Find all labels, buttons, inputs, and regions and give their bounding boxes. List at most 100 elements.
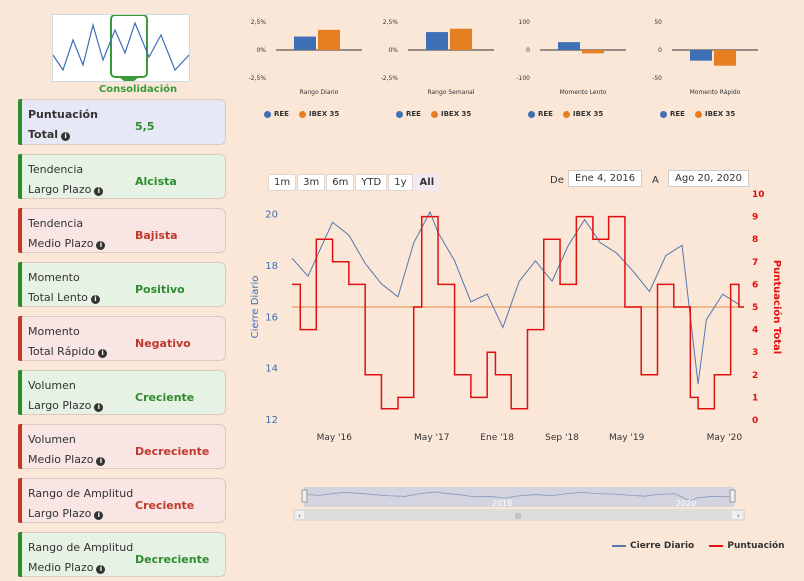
info-icon[interactable]: i	[94, 511, 104, 520]
y-tick: 12	[265, 415, 278, 426]
mini-ytick: -50	[652, 75, 662, 82]
bar-ree[interactable]	[690, 50, 712, 61]
card-7: Rango de Amplitud Largo Plazo i Creciente	[18, 478, 226, 523]
bar-ibex-35[interactable]	[318, 29, 340, 50]
y2-tick: 5	[752, 303, 758, 313]
range-all[interactable]: All	[413, 174, 441, 191]
navigator[interactable]: 2018 2020	[301, 487, 736, 508]
pattern-label: Consolidación	[98, 84, 178, 95]
from-date-input[interactable]: Ene 4, 2016	[568, 170, 643, 187]
card-title: Rango de Amplitud	[28, 487, 134, 500]
bar-ree[interactable]	[558, 42, 580, 50]
range-1m[interactable]: 1m	[268, 174, 297, 191]
bar-ibex-35[interactable]	[450, 28, 472, 50]
series-puntuacion[interactable]	[292, 215, 744, 410]
card-5: Volumen Largo Plazo i Creciente	[18, 370, 226, 415]
mini-legend: REE IBEX 35	[528, 110, 603, 118]
card-title: Tendencia	[28, 217, 84, 230]
mini-title: Rango Diario	[300, 89, 339, 96]
y2-tick: 7	[752, 258, 758, 268]
mini-ytick: 0%	[256, 47, 266, 54]
legend-ree[interactable]: REE	[396, 110, 421, 118]
chart-legend: Cierre Diario Puntuación	[612, 541, 785, 551]
bar-ree[interactable]	[426, 32, 448, 50]
info-icon[interactable]: i	[94, 403, 104, 412]
mini-chart-svg: 2,5% 0% -2,5% Rango Semanal	[381, 19, 494, 96]
mini-ytick: -100	[516, 75, 530, 82]
info-icon[interactable]: i	[96, 565, 106, 574]
info-icon[interactable]: i	[90, 295, 100, 304]
legend-puntuacion[interactable]: Puntuación	[709, 541, 785, 551]
y2-axis-label: Puntuación Total	[771, 260, 783, 354]
legend-ree[interactable]: REE	[528, 110, 553, 118]
card-title: Volumen	[28, 433, 76, 446]
card-6: Volumen Medio Plazo i Decreciente	[18, 424, 226, 469]
legend-ibex[interactable]: IBEX 35	[694, 110, 735, 118]
legend-ibex[interactable]: IBEX 35	[430, 110, 471, 118]
info-icon[interactable]: i	[96, 241, 106, 250]
range-selector: 1m 3m 6m YTD 1y All	[268, 170, 441, 191]
mini-legend: REE IBEX 35	[396, 110, 471, 118]
card-0: Puntuación Total i 5,5	[18, 99, 226, 145]
mini-chart-3: 50 0 -50 Momento Rápido REE IBEX 35	[642, 14, 766, 118]
nav-handle-left	[301, 489, 308, 503]
range-ytd[interactable]: YTD	[355, 174, 388, 191]
info-icon[interactable]: i	[96, 457, 106, 466]
info-icon[interactable]: i	[61, 132, 71, 141]
y2-tick: 10	[752, 190, 765, 200]
pattern-thumbnail-chart	[52, 14, 190, 85]
y2-tick: 4	[752, 326, 758, 336]
card-1: Tendencia Largo Plazo i Alcista	[18, 154, 226, 199]
to-date-input[interactable]: Ago 20, 2020	[668, 170, 750, 187]
legend-ree[interactable]: REE	[264, 110, 289, 118]
legend-ibex[interactable]: IBEX 35	[562, 110, 603, 118]
card-subtitle: Total i	[28, 128, 71, 141]
legend-ree[interactable]: REE	[660, 110, 685, 118]
mini-ytick: 0%	[388, 47, 398, 54]
mini-chart-1: 2,5% 0% -2,5% Rango Semanal REE IBEX 35	[378, 14, 502, 118]
from-label: De	[550, 175, 564, 186]
bar-ree[interactable]	[294, 36, 316, 50]
card-subtitle: Largo Plazo i	[28, 507, 104, 520]
svg-text:‹: ‹	[298, 512, 301, 520]
mini-chart-svg: 2,5% 0% -2,5% Rango Diario	[249, 19, 362, 96]
y-axis-label: Cierre Diario	[250, 276, 261, 339]
mini-chart-2: 100 0 -100 Momento Lento REE IBEX 35	[510, 14, 634, 118]
card-title: Volumen	[28, 379, 76, 392]
card-subtitle: Medio Plazo i	[28, 453, 106, 466]
range-1y[interactable]: 1y	[388, 174, 413, 191]
card-value: Creciente	[135, 499, 195, 512]
bar-ibex-35[interactable]	[714, 50, 736, 66]
card-3: Momento Total Lento i Positivo	[18, 262, 226, 307]
mini-ytick: -2,5%	[249, 75, 267, 82]
mini-chart-svg: 100 0 -100 Momento Lento	[516, 19, 626, 96]
card-value: 5,5	[135, 120, 155, 133]
card-title: Puntuación	[28, 108, 98, 121]
card-title: Momento	[28, 325, 80, 338]
legend-cierre[interactable]: Cierre Diario	[612, 541, 694, 551]
mini-ytick: 2,5%	[383, 19, 399, 26]
range-6m[interactable]: 6m	[326, 174, 355, 191]
card-value: Creciente	[135, 391, 195, 404]
card-8: Rango de Amplitud Medio Plazo i Decreciente	[18, 532, 226, 577]
y2-tick: 1	[752, 393, 758, 403]
card-subtitle: Medio Plazo i	[28, 561, 106, 574]
y-tick: 14	[265, 364, 278, 375]
mini-chart-0: 2,5% 0% -2,5% Rango Diario REE IBEX 35	[246, 14, 370, 118]
range-3m[interactable]: 3m	[297, 174, 326, 191]
info-icon[interactable]: i	[98, 349, 108, 358]
y2-tick: 8	[752, 235, 758, 245]
mini-ytick: 100	[519, 19, 531, 26]
series-cierre[interactable]	[291, 210, 740, 385]
y2-tick: 0	[752, 416, 758, 426]
mini-title: Rango Semanal	[427, 89, 474, 96]
scrollbar[interactable]: ‹ › |||	[293, 509, 745, 521]
bar-ibex-35[interactable]	[582, 50, 604, 54]
legend-ibex[interactable]: IBEX 35	[298, 110, 339, 118]
pattern-thumbnail	[52, 14, 190, 85]
card-value: Alcista	[135, 175, 177, 188]
svg-text:›: ›	[737, 512, 740, 520]
x-tick: Ene '18	[480, 433, 514, 443]
info-icon[interactable]: i	[94, 187, 104, 196]
card-subtitle: Largo Plazo i	[28, 183, 104, 196]
